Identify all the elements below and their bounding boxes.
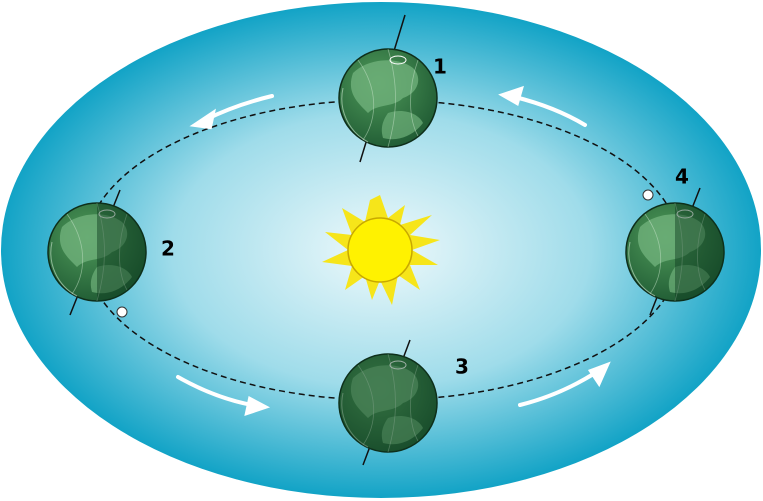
- arrows: [176, 85, 611, 417]
- position-label: 2: [161, 237, 175, 261]
- marker: [116, 306, 128, 318]
- earth-4: [625, 187, 725, 316]
- position-label: 1: [433, 55, 447, 79]
- sun: [322, 195, 440, 305]
- earth-2: [47, 189, 147, 316]
- position-label: 4: [675, 165, 689, 189]
- earth-3: [338, 339, 438, 466]
- earth-1: [338, 14, 438, 163]
- position-label: 3: [455, 355, 469, 379]
- marker: [642, 189, 654, 201]
